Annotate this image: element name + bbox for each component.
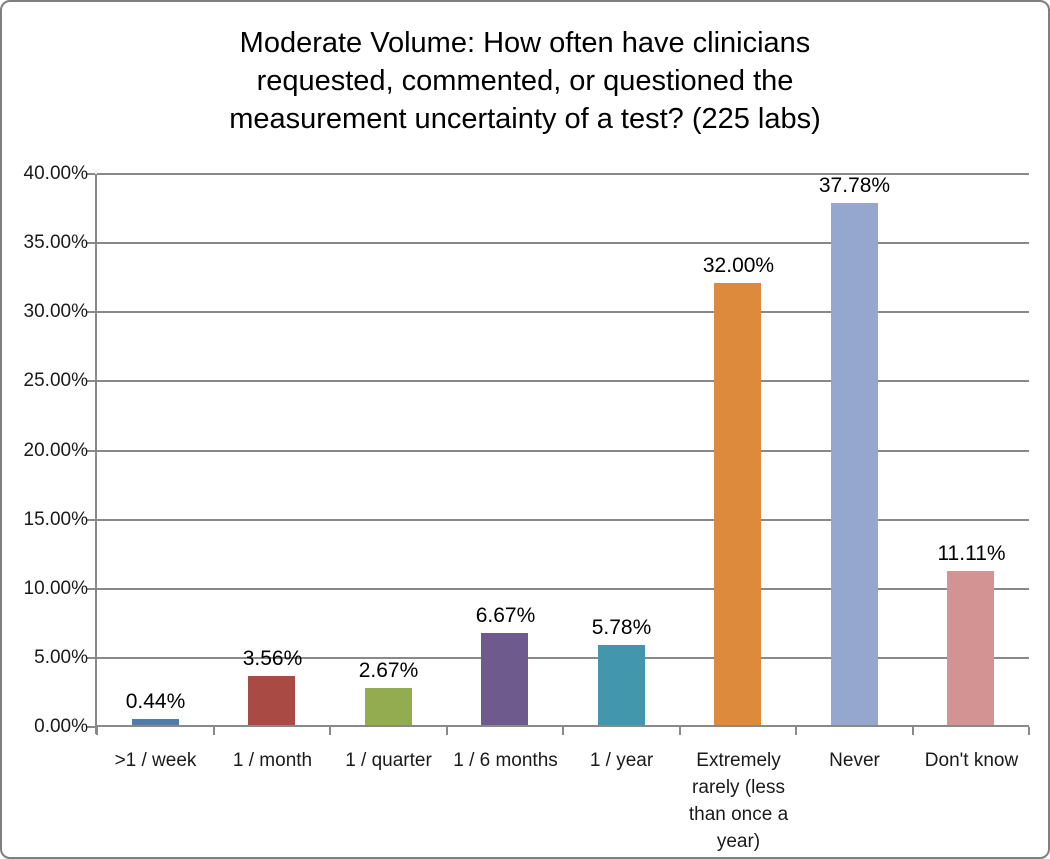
y-axis-tick	[86, 311, 95, 314]
bar	[132, 719, 179, 725]
y-axis-tick	[86, 656, 95, 659]
x-axis-category-label: 1 / quarter	[345, 750, 432, 771]
gridline-15.00%	[97, 518, 1029, 521]
y-axis-tick-label: 0.00%	[34, 716, 88, 737]
y-axis-tick-label: 40.00%	[23, 163, 88, 184]
bar-value-label: 32.00%	[702, 254, 775, 277]
chart-title-line: measurement uncertainty of a test? (225 …	[229, 103, 821, 135]
y-axis-tick	[86, 242, 95, 245]
y-axis-tick	[86, 173, 95, 175]
y-axis-tick-label: 15.00%	[23, 508, 88, 530]
bar	[481, 633, 528, 725]
bar	[248, 676, 295, 725]
x-axis-tick	[912, 727, 914, 735]
x-axis-category-label: 1 / month	[232, 750, 313, 771]
x-axis-category-label: 1 / year	[589, 750, 654, 771]
x-axis-category-label: 1 / 6 months	[453, 750, 558, 771]
y-axis-tick	[86, 380, 95, 383]
x-axis-tick	[213, 727, 215, 735]
y-axis-tick-label: 10.00%	[23, 577, 88, 599]
x-axis-tick	[96, 727, 98, 735]
gridline-10.00%	[97, 587, 1029, 590]
y-axis-tick	[86, 726, 95, 728]
chart-title: Moderate Volume: How often have clinicia…	[2, 24, 1048, 138]
plot-area: 0.44% 3.56% 2.67% 6.67% 5.78% 32.00% 37.78% 11.…	[86, 173, 1030, 735]
gridline-5.00%	[97, 656, 1029, 659]
gridline-25.00%	[97, 380, 1029, 383]
bar-value-label: 6.67%	[475, 604, 536, 627]
gridline-35.00%	[97, 242, 1029, 245]
bar-value-label: 3.56%	[242, 647, 303, 670]
bar-value-label: 37.78%	[818, 174, 891, 197]
y-axis-tick	[86, 449, 95, 452]
chart-title-line: requested, commented, or questioned the	[256, 65, 794, 97]
x-axis-tick	[679, 727, 681, 735]
x-axis-tick	[1028, 727, 1030, 735]
gridline-20.00%	[97, 449, 1029, 452]
x-axis-tick	[562, 727, 564, 735]
bar-value-label: 5.78%	[591, 616, 652, 639]
bar	[947, 571, 994, 725]
bar	[831, 203, 878, 725]
x-axis-category-label: Don't know	[924, 750, 1019, 771]
x-axis-category-label: >1 / week	[114, 750, 197, 771]
y-axis-tick-label: 30.00%	[23, 301, 88, 323]
x-axis-tick	[795, 727, 797, 735]
y-axis-tick-label: 35.00%	[23, 232, 88, 254]
bar	[714, 283, 761, 725]
y-axis-tick-label: 5.00%	[34, 646, 88, 668]
gridline-30.00%	[97, 311, 1029, 314]
x-axis-category-label: Extremely rarely (less than once a year)	[688, 750, 789, 852]
bar-value-label: 0.44%	[125, 690, 186, 713]
bar	[365, 688, 412, 725]
bar-value-label: 11.11%	[937, 542, 1006, 565]
bar	[598, 645, 645, 725]
y-axis-tick-label: 20.00%	[23, 439, 88, 461]
gridline-40.00%	[97, 173, 1029, 175]
x-axis-tick	[446, 727, 448, 735]
y-axis-tick-label: 25.00%	[23, 370, 88, 392]
chart-title-line: Moderate Volume: How often have clinicia…	[239, 27, 811, 59]
bar-value-label: 2.67%	[358, 659, 419, 682]
y-axis-tick	[86, 587, 95, 590]
y-axis-labels: 0.00% 5.00% 10.00% 15.00% 20.00% 25.00% 30.00%…	[2, 2, 97, 857]
x-axis-line	[97, 725, 1029, 727]
y-axis-line	[95, 174, 97, 734]
x-axis-category-label: Never	[829, 750, 880, 771]
x-axis-tick	[329, 727, 331, 735]
y-axis-tick	[86, 518, 95, 521]
